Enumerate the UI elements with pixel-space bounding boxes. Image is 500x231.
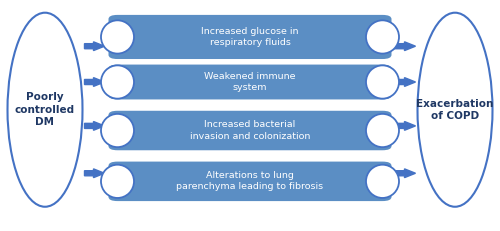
Ellipse shape (101, 20, 134, 54)
Ellipse shape (366, 114, 399, 147)
FancyArrow shape (384, 42, 416, 51)
Ellipse shape (101, 65, 134, 99)
Ellipse shape (101, 114, 134, 147)
Text: Alterations to lung
parenchyma leading to fibrosis: Alterations to lung parenchyma leading t… (176, 171, 324, 191)
Ellipse shape (366, 20, 399, 54)
Text: Exacerbation
of COPD: Exacerbation of COPD (416, 99, 494, 121)
FancyArrow shape (84, 169, 104, 178)
FancyArrow shape (84, 78, 104, 86)
Text: Weakened immune
system: Weakened immune system (204, 72, 296, 92)
FancyArrow shape (84, 122, 104, 130)
FancyBboxPatch shape (108, 162, 392, 201)
Ellipse shape (101, 165, 134, 198)
Ellipse shape (418, 13, 492, 207)
Text: Poorly
controlled
DM: Poorly controlled DM (15, 92, 75, 127)
Text: Increased glucose in
respiratory fluids: Increased glucose in respiratory fluids (201, 27, 299, 47)
FancyBboxPatch shape (108, 111, 392, 150)
FancyArrow shape (384, 169, 416, 178)
FancyArrow shape (384, 122, 416, 130)
FancyArrow shape (84, 42, 104, 51)
FancyArrow shape (384, 78, 416, 86)
FancyBboxPatch shape (108, 64, 392, 99)
Ellipse shape (8, 13, 83, 207)
Ellipse shape (366, 65, 399, 99)
FancyBboxPatch shape (108, 15, 392, 59)
Text: Increased bacterial
invasion and colonization: Increased bacterial invasion and coloniz… (190, 120, 310, 141)
Ellipse shape (366, 165, 399, 198)
